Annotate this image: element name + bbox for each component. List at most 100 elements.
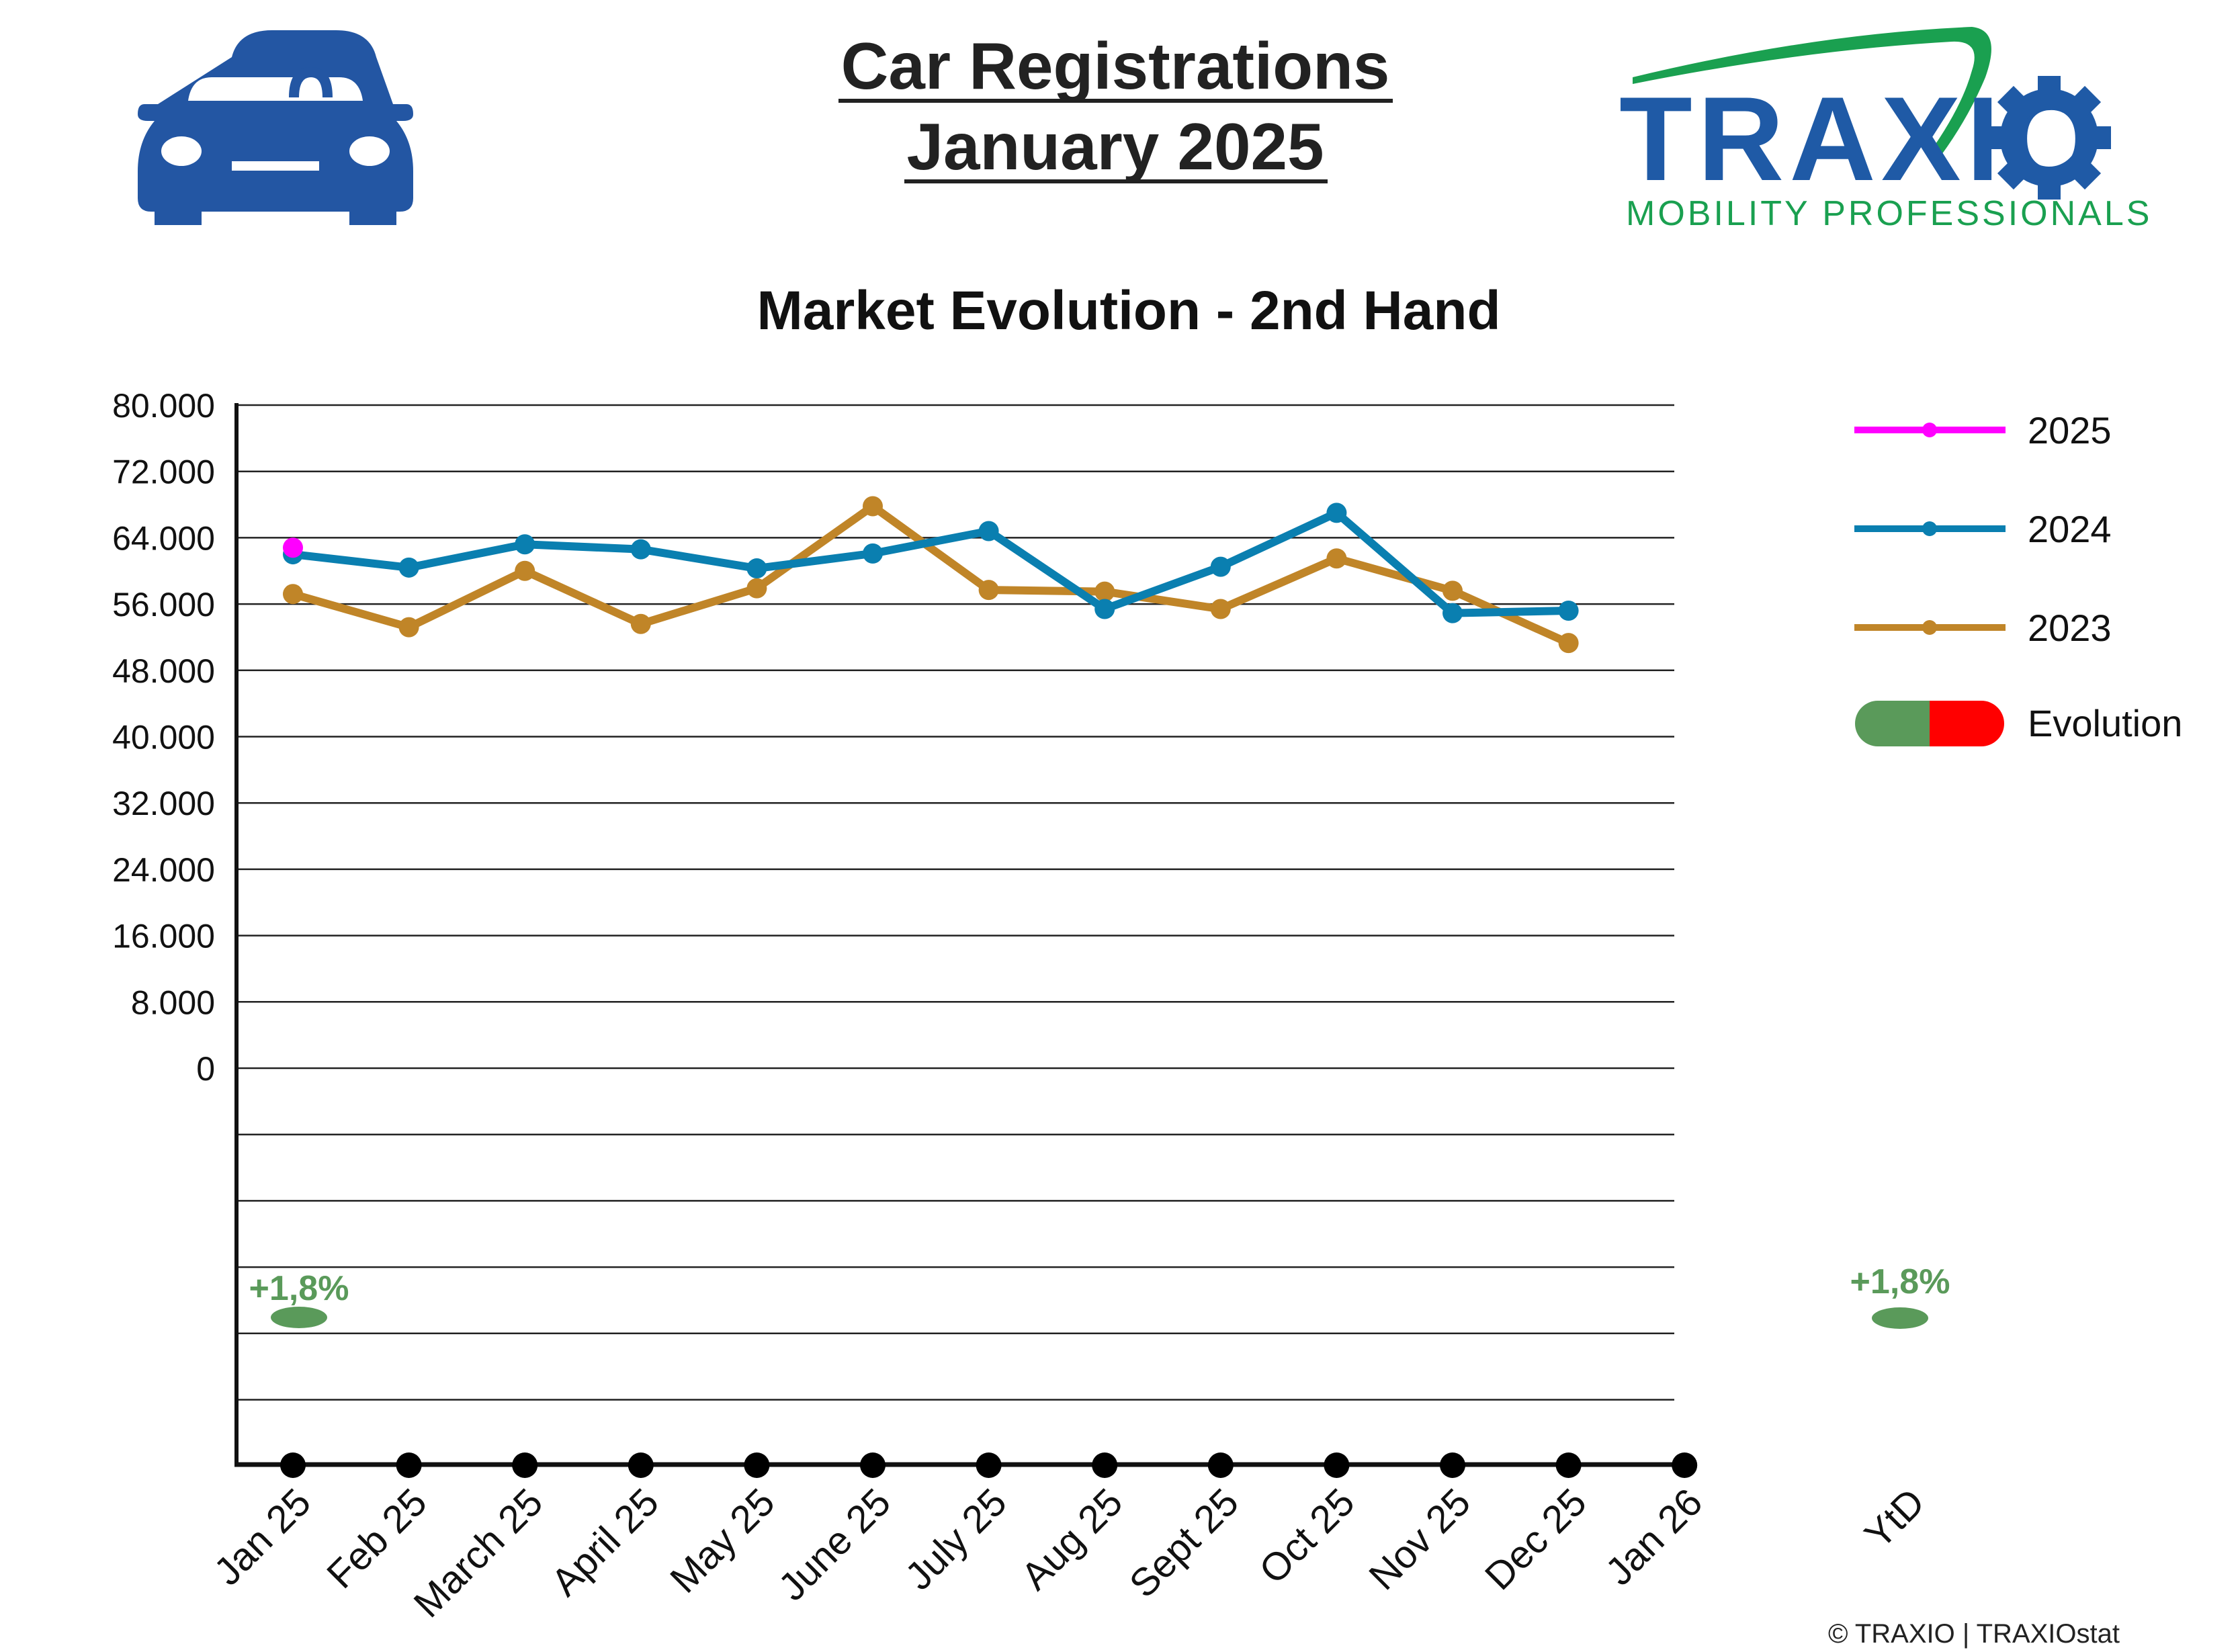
evolution-ytd-label: +1,8% [1850, 1262, 1950, 1301]
data-point-2024 [515, 534, 535, 555]
data-point-2024 [863, 543, 883, 564]
legend-label-evolution: Evolution [2028, 702, 2182, 744]
chart-title: Market Evolution - 2nd Hand [757, 280, 1500, 341]
x-axis-marker [1440, 1452, 1465, 1478]
x-tick-label: March 25 [405, 1480, 551, 1626]
y-tick-label: 40.000 [112, 719, 215, 756]
legend-label-2024: 2024 [2028, 508, 2112, 550]
data-point-2023 [1326, 548, 1347, 569]
y-tick-label: 32.000 [112, 785, 215, 822]
evolution-ytd: +1,8% [1850, 1262, 1950, 1329]
x-tick-label: June 25 [770, 1480, 899, 1609]
data-point-2023 [515, 560, 535, 581]
x-tick-label: May 25 [662, 1480, 783, 1601]
legend-item-2025: 2025 [1854, 409, 2112, 451]
legend-swatch-evolution-positive [1855, 701, 1930, 746]
title-line-1: Car Registrations [841, 29, 1390, 103]
data-point-2023 [746, 578, 767, 599]
data-point-2024 [398, 557, 419, 578]
axes [234, 403, 1676, 1467]
x-axis-marker [744, 1452, 770, 1478]
legend-item-2024: 2024 [1854, 508, 2112, 550]
data-point-2023 [630, 613, 651, 634]
data-point-2024 [1558, 600, 1579, 621]
series-layer [283, 496, 1579, 654]
data-point-2023 [1558, 633, 1579, 654]
traxio-logo: TRAXIO MOBILITY PROFESSIONALS [1619, 27, 2152, 233]
x-tick-label: Aug 25 [1013, 1480, 1131, 1598]
data-point-2023 [1442, 580, 1463, 601]
x-tick-label: July 25 [897, 1480, 1015, 1598]
y-tick-label: 48.000 [112, 652, 215, 690]
data-point-2024 [1094, 599, 1115, 619]
x-axis-marker [1555, 1452, 1582, 1478]
data-point-2024 [630, 539, 651, 560]
legend: 2025 2024 2023 Evolution [1854, 409, 2182, 746]
data-point-2024 [1442, 603, 1463, 623]
ytd-label: YtD [1856, 1480, 1933, 1557]
y-tick-label: 16.000 [112, 918, 215, 955]
data-point-2025 [283, 537, 303, 558]
y-tick-label: 64.000 [112, 519, 215, 557]
evolution-month-label: +1,8% [249, 1269, 349, 1308]
x-axis-marker [280, 1452, 306, 1478]
y-axis-ticks: 80.000 72.000 64.000 56.000 48.000 40.000 32.0… [112, 387, 215, 1088]
legend-swatch-evolution-negative [1930, 701, 2004, 746]
y-tick-label: 56.000 [112, 586, 215, 623]
title-line-2: January 2025 [906, 110, 1324, 183]
x-axis-marker [628, 1452, 654, 1478]
data-point-2024 [1210, 556, 1231, 577]
series-line-2024 [292, 509, 1569, 617]
x-tick-label: Nov 25 [1361, 1480, 1479, 1598]
x-axis-marker [1092, 1452, 1118, 1478]
data-point-2024 [746, 558, 767, 579]
data-point-2023 [1210, 599, 1231, 619]
data-point-2024 [1326, 503, 1347, 523]
y-tick-label: 80.000 [112, 387, 215, 425]
car-icon [138, 30, 413, 225]
x-axis-marker [976, 1452, 1002, 1478]
legend-label-2025: 2025 [2028, 409, 2112, 451]
evolution-month-pill [271, 1307, 327, 1328]
data-point-2023 [283, 584, 303, 605]
copyright: © TRAXIO | TRAXIOstat [1828, 1619, 2120, 1649]
x-axis-marker [1324, 1452, 1350, 1478]
x-tick-label: Oct 25 [1251, 1480, 1363, 1592]
evolution-ytd-pill [1872, 1307, 1928, 1329]
x-tick-label: Feb 25 [318, 1480, 435, 1597]
legend-label-2023: 2023 [2028, 607, 2112, 649]
evolution-month: +1,8% [249, 1269, 349, 1328]
legend-item-evolution: Evolution [1855, 701, 2182, 746]
x-tick-label: Jan 25 [206, 1480, 319, 1594]
logo-tagline: MOBILITY PROFESSIONALS [1626, 194, 2152, 233]
y-tick-label: 0 [196, 1050, 215, 1088]
x-tick-label: Jan 26 [1597, 1480, 1711, 1594]
gear-icon [1987, 76, 2111, 200]
x-tick-label: Dec 25 [1477, 1480, 1595, 1598]
x-axis-marker [1672, 1452, 1698, 1478]
y-tick-label: 8.000 [131, 984, 215, 1021]
data-point-2023 [978, 580, 999, 601]
x-axis-marker [396, 1452, 422, 1478]
data-point-2023 [863, 496, 883, 517]
series-line-2023 [292, 502, 1571, 647]
legend-marker-2023 [1922, 620, 1937, 635]
x-axis-markers [280, 1452, 1698, 1478]
legend-item-2023: 2023 [1854, 607, 2112, 649]
data-point-2023 [1094, 581, 1115, 602]
legend-marker-2024 [1922, 521, 1937, 536]
data-point-2023 [398, 617, 419, 638]
data-point-2024 [978, 521, 999, 541]
x-axis-marker [512, 1452, 538, 1478]
logo-wordmark: TRAXIO [1619, 72, 2103, 206]
x-tick-label: April 25 [543, 1480, 667, 1604]
x-tick-label: Sept 25 [1121, 1480, 1247, 1606]
y-tick-label: 24.000 [112, 851, 215, 889]
x-axis-marker [1207, 1452, 1234, 1478]
x-axis-marker [860, 1452, 886, 1478]
legend-marker-2025 [1922, 423, 1937, 437]
y-tick-label: 72.000 [112, 453, 215, 491]
grid-lines [236, 404, 1674, 1401]
